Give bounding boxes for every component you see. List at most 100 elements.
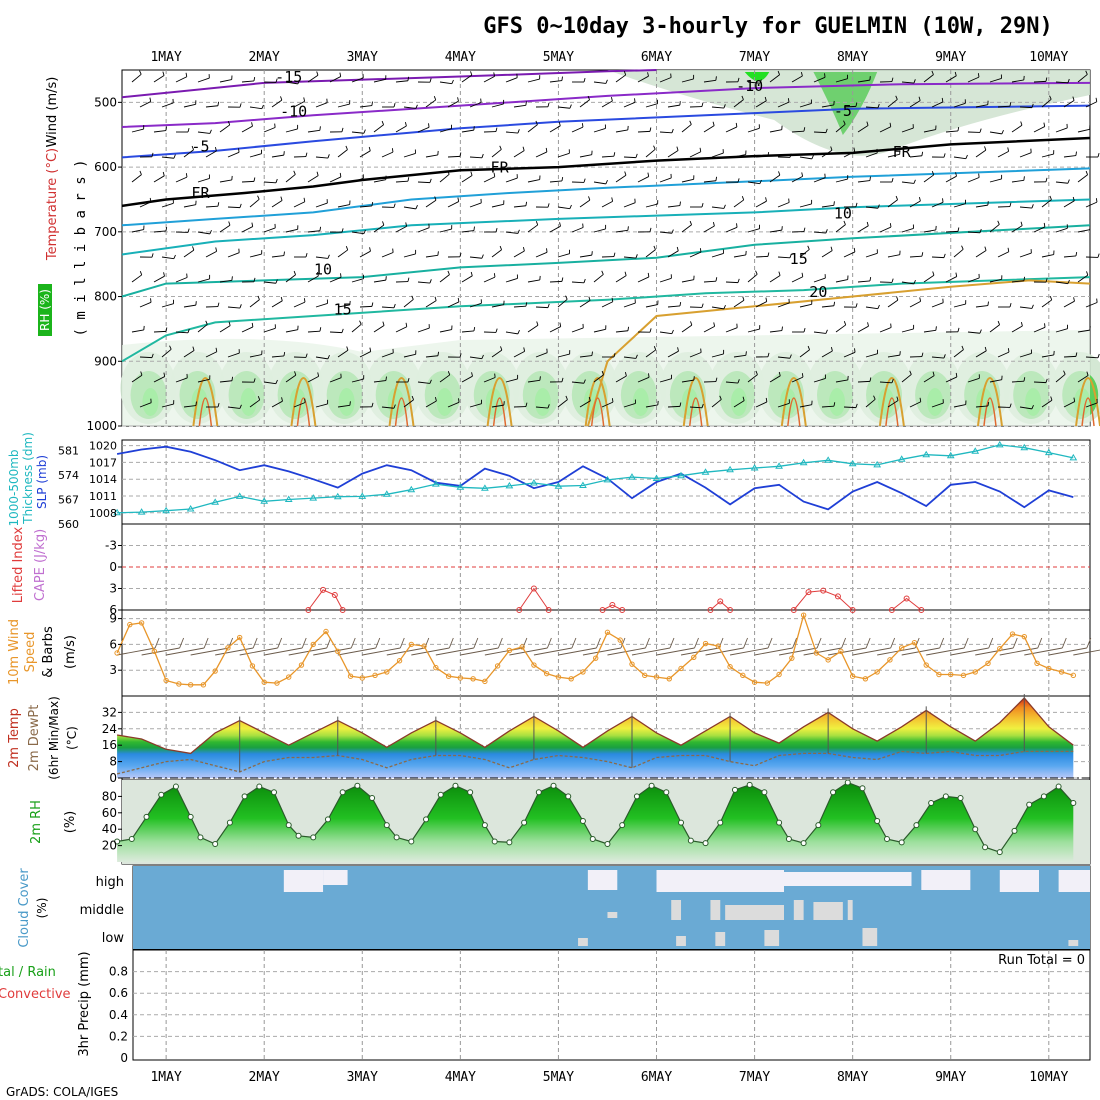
cloud-low-block [715,932,726,946]
wind-barb [593,81,606,84]
wind-barb [821,350,833,358]
wind-barb-flag [627,326,630,331]
rh-point [310,834,317,841]
rh-point [452,782,459,789]
wind-barb-flag [316,171,319,176]
stability-label-cape: CAPE (J/kg) [33,529,48,601]
wind-barb-flag [522,146,525,151]
wind-barb [975,305,988,308]
wind-barb-flag [801,172,804,177]
thickness-point [750,464,759,471]
wind-barb-flag [546,248,548,253]
wind10m-barb-flag [939,637,945,649]
wind-barb [403,206,416,210]
rh-point [1026,801,1033,808]
wind-barb [293,402,306,408]
rh-point [535,789,542,796]
wind-barb-flag [690,321,693,326]
footer-credit: GrADS: COLA/IGES [6,1085,118,1099]
wind-barb [1033,326,1046,333]
wind-barb-flag [671,229,674,234]
wind-barb [681,379,694,383]
wind-barb-flag [239,103,242,108]
wind-barb [197,278,210,283]
wind-barb [865,353,878,358]
wind-speed-point [568,676,574,682]
rh-point [913,822,920,829]
wind-barb [923,74,934,83]
wind-barb [249,253,262,258]
wind-barb [879,327,892,333]
wind10m-barb-flag [816,637,822,649]
cloud-label-1: Cloud Cover [17,868,32,948]
wind-barb [469,102,482,108]
wind-barb-flag [139,271,143,276]
wind-barb-flag [909,370,912,375]
wind-barb-flag [649,227,652,232]
wind-barb [241,326,254,333]
wind-barb-flag [457,97,459,102]
wind10m-barb-flag [571,637,577,649]
wind-speed-point [972,669,978,675]
wind-speed-point [421,643,427,649]
wind-speed-point [372,672,378,679]
wind-barb [1055,127,1068,133]
wind-barb-flag [1043,222,1046,228]
wind-barb-flag [163,272,165,277]
slp-line [116,445,1074,511]
wind-barb-flag [833,402,836,407]
wind-barb-flag [303,298,306,303]
wind-barb [579,400,591,408]
wind-barb [491,103,504,108]
wind-barb-flag [764,96,767,101]
wind-barb [681,78,694,83]
wind-barb [843,251,856,258]
wind-barb [469,256,482,259]
wind-barb [329,276,342,283]
cloud-high-block [587,870,618,890]
wind-barb [1019,206,1032,209]
date-label-top: 7MAY [739,50,770,65]
wind-barb [725,126,738,133]
wind-barb [161,102,174,108]
wind-speed-point [740,672,746,679]
lifted-index-point [320,586,327,593]
wind-speed-point [678,665,684,672]
wind10m-barb [877,647,916,656]
wind-barb [923,174,934,183]
wind-barb [1063,300,1075,308]
thickness-tick: 560 [58,518,79,531]
wind-barb [1019,152,1032,158]
wind-barb [579,154,592,158]
wind-barb [923,329,936,333]
contour-25-warm [983,397,997,427]
wind-barb-flag [921,252,924,257]
wind-barb [865,398,876,408]
wind10m-barb-flag [1086,637,1092,649]
wind-barb-flag [742,396,745,401]
wind-barb-flag [825,329,828,334]
wind-barb [579,99,590,108]
stability-yticks: -3 0 3 6 [105,539,122,617]
wind-speed-point [887,657,893,663]
wind-barb [681,279,694,283]
profile-ylabel: ( m i l l i b a r s ) [73,159,89,336]
contour-label: 10 [834,205,852,223]
wind-barb [425,254,438,258]
wind-barb [769,275,781,283]
wind10m-barb [705,647,744,656]
wind-barb [307,129,320,133]
wind-barb [447,401,460,408]
wind-barb-flag [275,379,278,384]
lifted-index-point [599,607,606,613]
wind-barb [953,203,966,208]
wind-barb [667,104,680,108]
rh-point [942,793,949,800]
wind-barb-flag [877,304,880,309]
cloud-high-block [283,870,324,892]
date-label-top: 5MAY [543,50,574,65]
ytick-label: 600 [94,160,117,174]
wind-barb-flag [346,346,349,351]
wind-barb-flag [941,97,944,103]
wind-barb [791,130,805,133]
